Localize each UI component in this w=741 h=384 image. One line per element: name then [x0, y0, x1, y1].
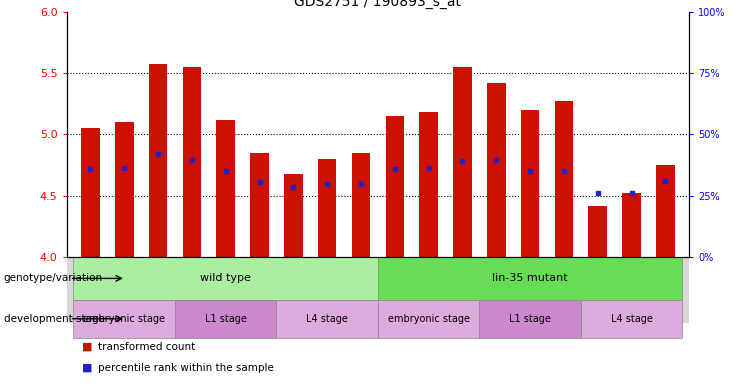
Text: transformed count: transformed count [98, 342, 195, 352]
Text: L4 stage: L4 stage [611, 314, 653, 324]
Bar [216, 120, 235, 257]
Text: L4 stage: L4 stage [306, 314, 348, 324]
Bar [487, 83, 505, 257]
Bar [250, 153, 269, 257]
Bar [385, 116, 404, 257]
Bar [276, 300, 378, 338]
Bar [81, 128, 100, 257]
Text: lin-35 mutant: lin-35 mutant [492, 273, 568, 283]
Bar [581, 300, 682, 338]
Bar [149, 65, 167, 257]
Bar [656, 165, 675, 257]
Bar [318, 159, 336, 257]
Bar [73, 300, 175, 338]
Text: wild type: wild type [200, 273, 251, 283]
Bar [378, 300, 479, 338]
Text: ■: ■ [82, 342, 92, 352]
Bar [73, 257, 378, 300]
Text: genotype/variation: genotype/variation [4, 273, 103, 283]
Bar [588, 206, 607, 257]
Bar [622, 194, 641, 257]
Bar [378, 257, 682, 300]
Bar [175, 300, 276, 338]
Bar [182, 67, 201, 257]
Text: ■: ■ [82, 363, 92, 373]
Bar [115, 122, 133, 257]
Text: embryonic stage: embryonic stage [83, 314, 165, 324]
Text: L1 stage: L1 stage [205, 314, 247, 324]
Text: embryonic stage: embryonic stage [388, 314, 470, 324]
Text: percentile rank within the sample: percentile rank within the sample [98, 363, 273, 373]
Bar [479, 300, 581, 338]
Text: development stage: development stage [4, 314, 104, 324]
Title: GDS2751 / 190893_s_at: GDS2751 / 190893_s_at [294, 0, 462, 9]
Bar [453, 67, 472, 257]
Bar [284, 174, 302, 257]
Bar [555, 101, 574, 257]
Bar [521, 110, 539, 257]
Bar [419, 112, 438, 257]
Bar [352, 153, 370, 257]
Text: L1 stage: L1 stage [509, 314, 551, 324]
